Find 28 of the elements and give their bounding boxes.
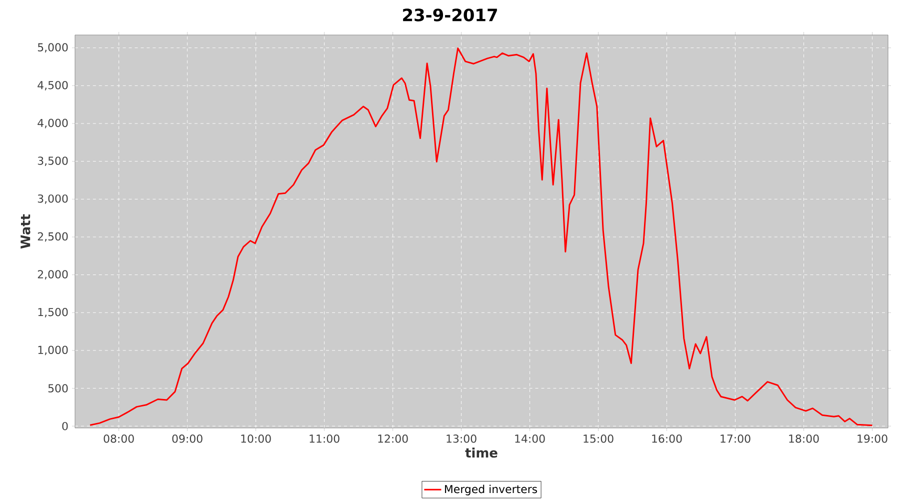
x-tick-label: 14:00 <box>515 434 545 443</box>
x-axis-title: time <box>465 448 498 458</box>
x-tick-label: 09:00 <box>172 434 202 443</box>
y-tick-label: 500 <box>48 384 68 392</box>
x-tick-label: 11:00 <box>310 434 340 443</box>
x-tick-label: 16:00 <box>652 434 682 443</box>
y-axis-title: Watt <box>20 214 30 249</box>
x-tick-label: 19:00 <box>858 434 888 443</box>
y-tick-label: 3,500 <box>38 156 68 166</box>
x-tick-label: 13:00 <box>446 434 476 443</box>
x-tick-label: 10:00 <box>241 434 271 443</box>
y-tick-label: 1,500 <box>38 308 68 318</box>
line-series <box>89 47 874 426</box>
chart-title: 23-9-2017 <box>403 8 497 22</box>
y-tick-label: 2,500 <box>38 232 68 242</box>
y-tick-label: 3,000 <box>38 194 68 204</box>
x-tick-label: 15:00 <box>584 434 614 443</box>
y-tick-label: 0 <box>62 422 68 430</box>
x-tick-label: 18:00 <box>789 434 819 443</box>
y-tick-label: 4,000 <box>38 118 68 128</box>
y-tick-label: 2,000 <box>38 270 68 280</box>
legend-label: Merged inverters <box>445 484 538 496</box>
x-tick-label: 12:00 <box>378 434 408 443</box>
y-tick-label: 1,000 <box>38 346 68 356</box>
y-tick-label: 5,000 <box>38 43 68 53</box>
x-tick-label: 08:00 <box>104 434 134 443</box>
y-tick-label: 4,500 <box>38 80 68 90</box>
x-tick-label: 17:00 <box>720 434 750 443</box>
